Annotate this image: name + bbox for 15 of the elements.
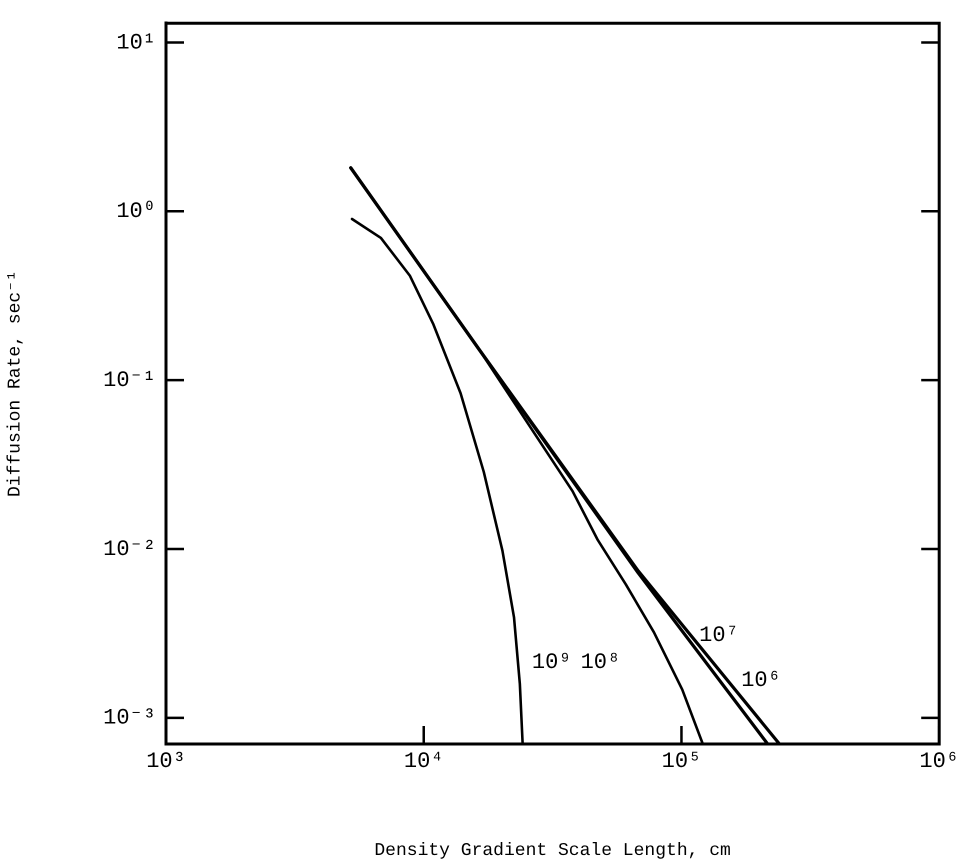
y-tick-label: 10⁻³ [103,706,156,731]
series-label: 10⁶ [741,668,781,693]
series-label: 10⁸ [580,650,620,675]
x-tick-label: 10⁴ [404,749,444,774]
x-axis-title: Density Gradient Scale Length, cm [374,840,731,861]
x-tick-label: 10³ [146,749,186,774]
x-tick-label: 10⁶ [919,749,959,774]
series-label: 10⁷ [699,622,739,648]
y-tick-label: 10⁰ [116,199,156,224]
y-axis-title: Diffusion Rate, sec⁻¹ [6,270,26,498]
y-tick-label: 10⁻¹ [103,368,156,393]
y-tick-label: 10⁻² [103,536,156,562]
series-label: 10⁹ [532,650,572,675]
x-tick-label: 10⁵ [662,749,702,774]
y-tick-label: 10¹ [116,30,156,56]
